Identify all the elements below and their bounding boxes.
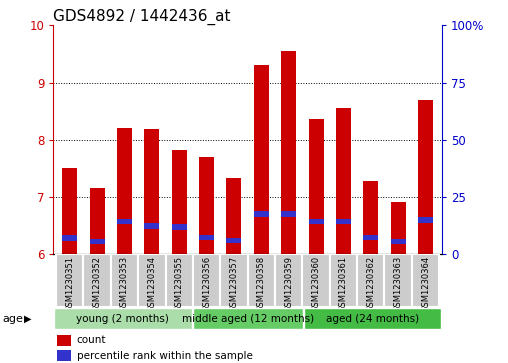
Bar: [54, 308, 192, 329]
Bar: [57, 350, 71, 362]
Text: GDS4892 / 1442436_at: GDS4892 / 1442436_at: [53, 9, 231, 25]
Bar: [57, 335, 71, 346]
Text: GSM1230351: GSM1230351: [65, 256, 74, 312]
Bar: [412, 254, 439, 307]
Bar: [281, 51, 296, 254]
Text: GSM1230353: GSM1230353: [120, 256, 129, 312]
Bar: [227, 178, 241, 254]
Text: GSM1230356: GSM1230356: [202, 256, 211, 312]
Bar: [172, 224, 187, 230]
Bar: [254, 65, 269, 254]
Text: aged (24 months): aged (24 months): [326, 314, 419, 323]
Bar: [281, 211, 296, 217]
Bar: [418, 217, 433, 223]
Bar: [62, 168, 77, 254]
Text: GSM1230359: GSM1230359: [284, 256, 293, 312]
Bar: [220, 254, 248, 307]
Bar: [89, 188, 105, 254]
Bar: [304, 308, 441, 329]
Bar: [193, 254, 220, 307]
Text: GSM1230352: GSM1230352: [92, 256, 102, 312]
Text: young (2 months): young (2 months): [76, 314, 169, 323]
Text: GSM1230361: GSM1230361: [339, 256, 348, 312]
Bar: [336, 219, 351, 224]
Bar: [308, 119, 324, 254]
Bar: [227, 237, 241, 243]
Text: GSM1230363: GSM1230363: [394, 256, 403, 312]
Bar: [391, 238, 406, 244]
Bar: [363, 182, 378, 254]
Text: GSM1230360: GSM1230360: [311, 256, 321, 312]
Bar: [193, 308, 303, 329]
Bar: [199, 234, 214, 240]
Bar: [56, 254, 83, 307]
Bar: [247, 254, 275, 307]
Bar: [172, 150, 187, 254]
Bar: [144, 130, 160, 254]
Text: GSM1230354: GSM1230354: [147, 256, 156, 312]
Bar: [385, 254, 412, 307]
Bar: [199, 157, 214, 254]
Bar: [275, 254, 302, 307]
Bar: [330, 254, 357, 307]
Bar: [144, 223, 160, 229]
Bar: [254, 211, 269, 217]
Text: GSM1230364: GSM1230364: [421, 256, 430, 312]
Bar: [336, 108, 351, 254]
Bar: [302, 254, 330, 307]
Bar: [62, 235, 77, 241]
Text: GSM1230357: GSM1230357: [230, 256, 238, 312]
Text: GSM1230362: GSM1230362: [366, 256, 375, 312]
Bar: [166, 254, 193, 307]
Bar: [308, 219, 324, 224]
Text: GSM1230355: GSM1230355: [175, 256, 184, 312]
Text: age: age: [3, 314, 23, 323]
Bar: [117, 219, 132, 224]
Bar: [89, 238, 105, 244]
Bar: [117, 129, 132, 254]
Bar: [83, 254, 111, 307]
Text: GSM1230358: GSM1230358: [257, 256, 266, 312]
Text: ▶: ▶: [24, 314, 32, 323]
Text: percentile rank within the sample: percentile rank within the sample: [77, 351, 252, 361]
Bar: [363, 234, 378, 240]
Text: count: count: [77, 335, 106, 345]
Bar: [418, 100, 433, 254]
Bar: [111, 254, 138, 307]
Text: middle aged (12 months): middle aged (12 months): [181, 314, 314, 323]
Bar: [138, 254, 166, 307]
Bar: [391, 201, 406, 254]
Bar: [357, 254, 385, 307]
